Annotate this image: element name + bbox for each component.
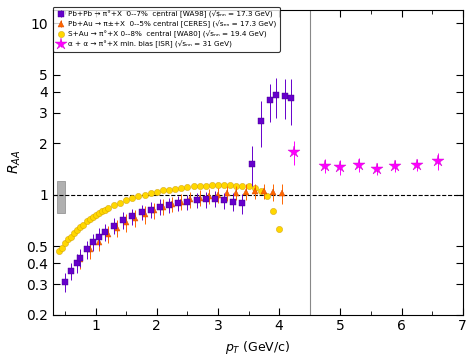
S+Au → π°+X 0--8%  central [WA80] (√sₙₙ = 19.4 GeV) xyxy=(221,183,227,187)
S+Au → π°+X 0--8%  central [WA80] (√sₙₙ = 19.4 GeV) xyxy=(184,185,190,189)
S+Au → π°+X 0--8%  central [WA80] (√sₙₙ = 19.4 GeV) xyxy=(56,249,62,253)
S+Au → π°+X 0--8%  central [WA80] (√sₙₙ = 19.4 GeV) xyxy=(197,184,202,188)
S+Au → π°+X 0--8%  central [WA80] (√sₙₙ = 19.4 GeV) xyxy=(228,183,233,187)
S+Au → π°+X 0--8%  central [WA80] (√sₙₙ = 19.4 GeV) xyxy=(65,237,71,241)
S+Au → π°+X 0--8%  central [WA80] (√sₙₙ = 19.4 GeV) xyxy=(179,185,184,190)
S+Au → π°+X 0--8%  central [WA80] (√sₙₙ = 19.4 GeV) xyxy=(136,194,141,199)
Legend: Pb+Pb → π°+X  0--7%  central [WA98] (√sₙₙ = 17.3 GeV), Pb+Au → π±+X  0--5% centr: Pb+Pb → π°+X 0--7% central [WA98] (√sₙₙ … xyxy=(53,7,280,52)
S+Au → π°+X 0--8%  central [WA80] (√sₙₙ = 19.4 GeV) xyxy=(72,231,77,235)
S+Au → π°+X 0--8%  central [WA80] (√sₙₙ = 19.4 GeV) xyxy=(123,198,129,202)
Bar xyxy=(57,181,65,213)
S+Au → π°+X 0--8%  central [WA80] (√sₙₙ = 19.4 GeV) xyxy=(191,184,196,188)
S+Au → π°+X 0--8%  central [WA80] (√sₙₙ = 19.4 GeV) xyxy=(93,213,99,217)
S+Au → π°+X 0--8%  central [WA80] (√sₙₙ = 19.4 GeV) xyxy=(154,190,160,194)
S+Au → π°+X 0--8%  central [WA80] (√sₙₙ = 19.4 GeV) xyxy=(246,184,251,188)
S+Au → π°+X 0--8%  central [WA80] (√sₙₙ = 19.4 GeV) xyxy=(117,200,123,205)
X-axis label: $p_T$ (GeV/c): $p_T$ (GeV/c) xyxy=(225,339,291,356)
S+Au → π°+X 0--8%  central [WA80] (√sₙₙ = 19.4 GeV) xyxy=(81,223,86,227)
S+Au → π°+X 0--8%  central [WA80] (√sₙₙ = 19.4 GeV) xyxy=(148,191,154,196)
S+Au → π°+X 0--8%  central [WA80] (√sₙₙ = 19.4 GeV) xyxy=(203,184,209,188)
S+Au → π°+X 0--8%  central [WA80] (√sₙₙ = 19.4 GeV) xyxy=(264,194,270,199)
S+Au → π°+X 0--8%  central [WA80] (√sₙₙ = 19.4 GeV) xyxy=(74,228,80,233)
S+Au → π°+X 0--8%  central [WA80] (√sₙₙ = 19.4 GeV) xyxy=(59,246,65,250)
S+Au → π°+X 0--8%  central [WA80] (√sₙₙ = 19.4 GeV) xyxy=(209,183,215,187)
S+Au → π°+X 0--8%  central [WA80] (√sₙₙ = 19.4 GeV) xyxy=(111,203,117,207)
S+Au → π°+X 0--8%  central [WA80] (√sₙₙ = 19.4 GeV) xyxy=(83,219,89,224)
S+Au → π°+X 0--8%  central [WA80] (√sₙₙ = 19.4 GeV) xyxy=(105,205,111,210)
S+Au → π°+X 0--8%  central [WA80] (√sₙₙ = 19.4 GeV) xyxy=(160,188,166,193)
S+Au → π°+X 0--8%  central [WA80] (√sₙₙ = 19.4 GeV) xyxy=(258,189,264,193)
S+Au → π°+X 0--8%  central [WA80] (√sₙₙ = 19.4 GeV) xyxy=(99,209,105,213)
S+Au → π°+X 0--8%  central [WA80] (√sₙₙ = 19.4 GeV) xyxy=(96,211,101,216)
S+Au → π°+X 0--8%  central [WA80] (√sₙₙ = 19.4 GeV) xyxy=(240,184,246,188)
S+Au → π°+X 0--8%  central [WA80] (√sₙₙ = 19.4 GeV) xyxy=(215,183,221,187)
S+Au → π°+X 0--8%  central [WA80] (√sₙₙ = 19.4 GeV) xyxy=(62,241,68,246)
S+Au → π°+X 0--8%  central [WA80] (√sₙₙ = 19.4 GeV) xyxy=(252,185,257,190)
S+Au → π°+X 0--8%  central [WA80] (√sₙₙ = 19.4 GeV) xyxy=(173,187,178,191)
S+Au → π°+X 0--8%  central [WA80] (√sₙₙ = 19.4 GeV) xyxy=(78,225,83,229)
S+Au → π°+X 0--8%  central [WA80] (√sₙₙ = 19.4 GeV) xyxy=(234,184,239,188)
S+Au → π°+X 0--8%  central [WA80] (√sₙₙ = 19.4 GeV) xyxy=(102,207,108,212)
S+Au → π°+X 0--8%  central [WA80] (√sₙₙ = 19.4 GeV) xyxy=(129,196,135,200)
S+Au → π°+X 0--8%  central [WA80] (√sₙₙ = 19.4 GeV) xyxy=(90,215,95,219)
S+Au → π°+X 0--8%  central [WA80] (√sₙₙ = 19.4 GeV) xyxy=(276,227,282,231)
S+Au → π°+X 0--8%  central [WA80] (√sₙₙ = 19.4 GeV) xyxy=(166,188,172,192)
Line: S+Au → π°+X 0--8%  central [WA80] (√sₙₙ = 19.4 GeV): S+Au → π°+X 0--8% central [WA80] (√sₙₙ =… xyxy=(56,182,283,254)
S+Au → π°+X 0--8%  central [WA80] (√sₙₙ = 19.4 GeV) xyxy=(270,209,276,213)
S+Au → π°+X 0--8%  central [WA80] (√sₙₙ = 19.4 GeV) xyxy=(87,217,92,221)
Y-axis label: $R_{AA}$: $R_{AA}$ xyxy=(7,150,23,174)
S+Au → π°+X 0--8%  central [WA80] (√sₙₙ = 19.4 GeV) xyxy=(142,193,147,197)
S+Au → π°+X 0--8%  central [WA80] (√sₙₙ = 19.4 GeV) xyxy=(68,234,74,239)
